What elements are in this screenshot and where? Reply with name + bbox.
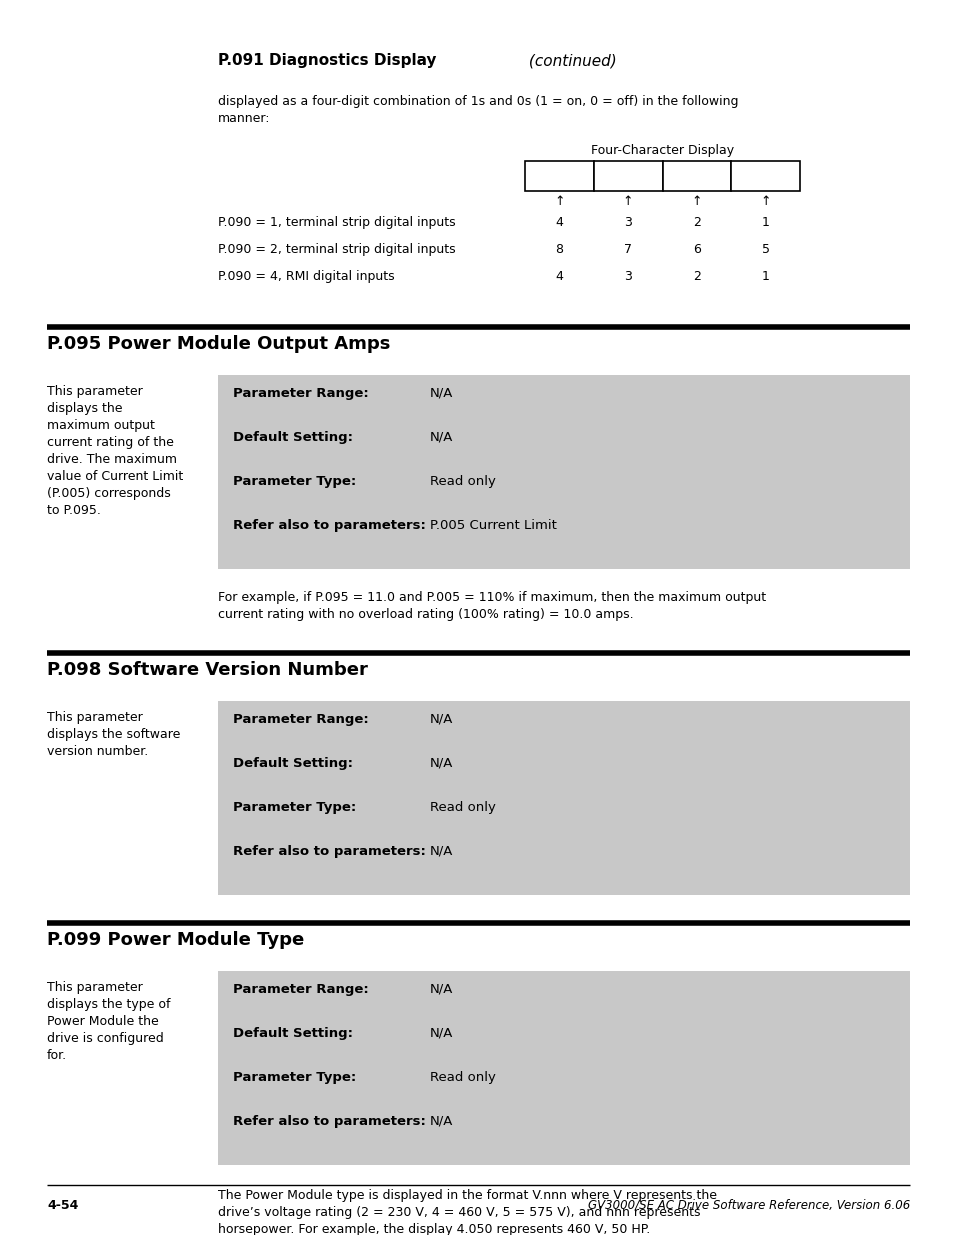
- Text: displayed as a four-digit combination of 1s and 0s (1 = on, 0 = off) in the foll: displayed as a four-digit combination of…: [218, 95, 738, 125]
- Bar: [218, 375, 909, 569]
- Text: Parameter Range:: Parameter Range:: [233, 713, 369, 726]
- Text: 6: 6: [692, 243, 700, 256]
- Text: Refer also to parameters:: Refer also to parameters:: [233, 845, 425, 858]
- Text: P.095 Power Module Output Amps: P.095 Power Module Output Amps: [47, 335, 390, 353]
- Bar: [661, 161, 731, 191]
- Text: 8: 8: [555, 243, 563, 256]
- Text: 2: 2: [692, 270, 700, 283]
- Text: 4: 4: [555, 216, 562, 228]
- Bar: [731, 161, 800, 191]
- Text: Parameter Range:: Parameter Range:: [233, 387, 369, 400]
- Text: N/A: N/A: [430, 431, 453, 445]
- Text: (continued): (continued): [523, 53, 616, 68]
- Text: 3: 3: [623, 216, 632, 228]
- Text: P.090 = 4, RMI digital inputs: P.090 = 4, RMI digital inputs: [218, 270, 395, 283]
- Text: P.090 = 1, terminal strip digital inputs: P.090 = 1, terminal strip digital inputs: [218, 216, 456, 228]
- Text: Parameter Type:: Parameter Type:: [233, 802, 355, 814]
- Text: 7: 7: [623, 243, 632, 256]
- Text: Default Setting:: Default Setting:: [233, 757, 353, 769]
- Text: Default Setting:: Default Setting:: [233, 1028, 353, 1040]
- Text: Refer also to parameters:: Refer also to parameters:: [233, 519, 425, 532]
- Text: Read only: Read only: [430, 1071, 496, 1084]
- Bar: [218, 701, 909, 895]
- Text: This parameter
displays the software
version number.: This parameter displays the software ver…: [47, 711, 180, 758]
- Text: Read only: Read only: [430, 475, 496, 488]
- Text: Four-Character Display: Four-Character Display: [590, 144, 733, 157]
- Text: 1: 1: [760, 270, 769, 283]
- Text: Refer also to parameters:: Refer also to parameters:: [233, 1115, 425, 1128]
- Text: N/A: N/A: [430, 1028, 453, 1040]
- Text: P.099 Power Module Type: P.099 Power Module Type: [47, 931, 304, 948]
- Bar: [593, 161, 661, 191]
- Text: ↑: ↑: [622, 195, 633, 207]
- Text: This parameter
displays the
maximum output
current rating of the
drive. The maxi: This parameter displays the maximum outp…: [47, 385, 183, 517]
- Bar: [218, 971, 909, 1165]
- Text: N/A: N/A: [430, 713, 453, 726]
- Text: ↑: ↑: [554, 195, 564, 207]
- Text: This parameter
displays the type of
Power Module the
drive is configured
for.: This parameter displays the type of Powe…: [47, 981, 171, 1062]
- Text: P.005 Current Limit: P.005 Current Limit: [430, 519, 557, 532]
- Text: Default Setting:: Default Setting:: [233, 431, 353, 445]
- Text: N/A: N/A: [430, 983, 453, 995]
- Text: 1: 1: [760, 216, 769, 228]
- Text: P.090 = 2, terminal strip digital inputs: P.090 = 2, terminal strip digital inputs: [218, 243, 456, 256]
- Bar: [524, 161, 593, 191]
- Text: 2: 2: [692, 216, 700, 228]
- Text: 4: 4: [555, 270, 562, 283]
- Text: P.098 Software Version Number: P.098 Software Version Number: [47, 661, 368, 679]
- Text: N/A: N/A: [430, 757, 453, 769]
- Text: Parameter Range:: Parameter Range:: [233, 983, 369, 995]
- Text: For example, if P.095 = 11.0 and P.005 = 110% if maximum, then the maximum outpu: For example, if P.095 = 11.0 and P.005 =…: [218, 592, 765, 621]
- Text: P.091 Diagnostics Display: P.091 Diagnostics Display: [218, 53, 436, 68]
- Text: GV3000/SE AC Drive Software Reference, Version 6.06: GV3000/SE AC Drive Software Reference, V…: [587, 1199, 909, 1212]
- Text: ↑: ↑: [691, 195, 701, 207]
- Text: 4-54: 4-54: [47, 1199, 78, 1212]
- Text: ↑: ↑: [760, 195, 770, 207]
- Text: N/A: N/A: [430, 845, 453, 858]
- Text: N/A: N/A: [430, 387, 453, 400]
- Text: Parameter Type:: Parameter Type:: [233, 1071, 355, 1084]
- Text: The Power Module type is displayed in the format V.nnn where V represents the
dr: The Power Module type is displayed in th…: [218, 1189, 717, 1235]
- Text: 5: 5: [760, 243, 769, 256]
- Text: Read only: Read only: [430, 802, 496, 814]
- Text: 3: 3: [623, 270, 632, 283]
- Text: Parameter Type:: Parameter Type:: [233, 475, 355, 488]
- Text: N/A: N/A: [430, 1115, 453, 1128]
